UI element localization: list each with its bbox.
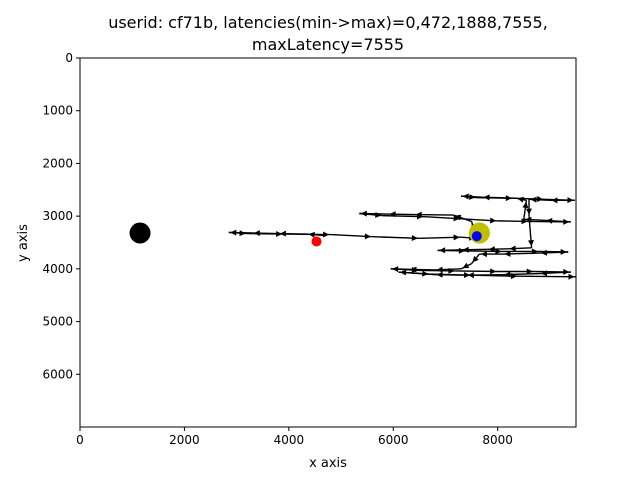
path-arrowhead [490,268,497,275]
x-axis-label: x axis [309,456,347,471]
path-arrowhead [411,267,418,274]
y-axis-label: y axis [16,224,31,262]
path-arrowhead [537,196,544,203]
path-arrowhead [453,215,460,222]
path-arrowhead [526,268,533,275]
trajectory-path [228,193,576,280]
path-arrowhead [364,233,371,240]
path-arrowhead [509,245,516,252]
path-arrowhead [528,240,534,247]
scatter-points [129,222,490,247]
scatter-point-start [129,222,151,244]
path-segment [372,236,420,239]
path-arrowhead [540,270,548,277]
x-tick-label: 8000 [482,433,513,447]
path-arrowhead [511,273,518,280]
y-tick-label: 1000 [42,104,73,118]
y-tick-label: 0 [65,51,73,65]
path-segment [283,233,331,236]
path-arrowhead [526,208,533,215]
path-segment [518,275,576,278]
path-arrowhead [458,247,465,254]
path-arrowhead [568,273,575,280]
x-tick-label: 0 [76,433,84,447]
path-arrowhead [453,234,460,241]
path-arrowhead [540,249,548,256]
path-arrowhead [462,262,470,269]
y-tick-label: 6000 [42,367,73,381]
path-arrowhead [276,230,283,237]
y-tick-label: 5000 [42,315,73,329]
path-arrowhead [504,250,511,257]
scatter-point-red [311,236,322,247]
x-axis-ticks: 0 2000 4000 6000 8000 [76,427,513,447]
path-arrowhead [505,195,512,202]
path-arrowhead [480,251,487,258]
plot-frame [79,57,577,428]
x-tick-label: 6000 [378,433,409,447]
path-arrowhead [522,201,529,209]
y-axis-ticks: 0 1000 2000 3000 4000 5000 6000 [42,51,80,381]
x-tick-label: 4000 [274,433,305,447]
chart-title-line-2: maxLatency=7555 [252,35,404,54]
path-arrowhead [546,217,553,224]
path-arrowhead [469,193,476,200]
path-arrowhead [375,211,382,218]
path-arrowhead [464,271,471,278]
path-arrowhead [472,255,479,263]
path-arrowhead [530,196,537,203]
y-tick-label: 2000 [42,156,73,170]
path-arrowhead [448,267,455,274]
path-arrowhead [490,217,497,224]
path-arrowhead [417,213,424,220]
path-arrowhead [422,270,429,277]
path-arrowhead [411,235,418,242]
path-segment [471,274,519,277]
path-arrowhead [551,197,558,204]
path-arrowhead [323,231,330,238]
chart-title-line-1: userid: cf71b, latencies(min->max)=0,472… [108,13,548,32]
path-arrowhead [521,218,528,225]
scatter-point-blue [471,231,482,242]
path-arrowhead [495,248,502,255]
y-tick-label: 4000 [42,262,73,276]
x-tick-label: 2000 [169,433,200,447]
path-arrowhead [239,230,246,237]
y-tick-label: 3000 [42,209,73,223]
